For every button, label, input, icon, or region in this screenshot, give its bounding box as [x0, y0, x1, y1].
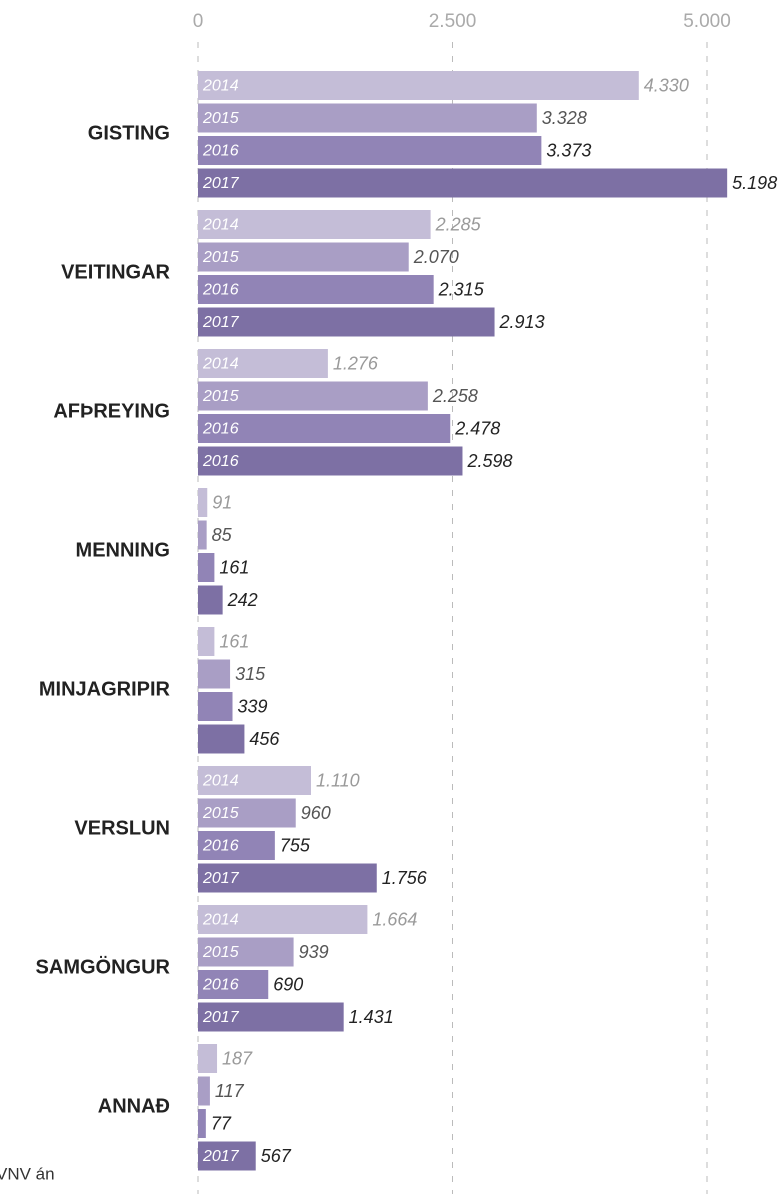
bar-label: 2014 — [202, 217, 239, 234]
bar-label: 2014 — [202, 356, 239, 373]
value-label: 3.328 — [542, 108, 587, 128]
bar-label: 2015 — [202, 249, 239, 266]
value-label: 2.315 — [438, 279, 485, 299]
bar — [198, 381, 428, 411]
bar — [198, 136, 542, 165]
value-label: 315 — [235, 664, 266, 684]
value-label: 1.664 — [372, 909, 417, 929]
bar — [198, 349, 328, 378]
value-label: 161 — [219, 557, 249, 577]
value-label: 117 — [215, 1081, 245, 1101]
value-label: 1.276 — [333, 353, 379, 373]
category-label: AFÞREYING — [53, 400, 170, 422]
value-label: 690 — [273, 974, 303, 994]
bar — [198, 414, 451, 443]
bar — [198, 831, 275, 860]
bar — [198, 242, 409, 272]
bar — [198, 168, 728, 198]
bar — [198, 71, 639, 100]
bar-label: 2015 — [202, 944, 239, 961]
value-label: 5.198 — [732, 173, 777, 193]
bar — [198, 585, 223, 615]
bar-label: 2014 — [202, 78, 239, 95]
bar — [198, 1044, 218, 1073]
value-label: 2.285 — [435, 214, 482, 234]
bar-label: 2017 — [202, 1009, 240, 1026]
bar-label: 2017 — [202, 175, 240, 192]
bar — [198, 905, 368, 934]
bar — [198, 627, 215, 656]
category-label: GISTING — [88, 122, 170, 144]
value-label: 567 — [261, 1146, 292, 1166]
bar-label: 2017 — [202, 314, 240, 331]
value-label: 1.756 — [382, 868, 428, 888]
bar-label: 2016 — [202, 977, 239, 994]
value-label: 939 — [299, 942, 329, 962]
bar-label: 2016 — [202, 143, 239, 160]
bar-label: 2017 — [202, 870, 240, 887]
value-label: 91 — [212, 492, 232, 512]
x-tick-label: 2.500 — [429, 11, 477, 32]
bar-label: 2017 — [202, 1148, 240, 1165]
bar-label: 2014 — [202, 912, 239, 929]
value-label: 1.431 — [349, 1007, 394, 1027]
value-label: 3.373 — [546, 140, 591, 160]
category-label: VEITINGAR — [61, 261, 170, 283]
x-tick-label: 0 — [193, 11, 204, 32]
value-label: 161 — [219, 631, 249, 651]
value-label: 456 — [249, 729, 280, 749]
x-tick-label: 5.000 — [683, 11, 731, 32]
bar — [198, 1141, 256, 1171]
value-label: 2.598 — [466, 451, 512, 471]
bar-label: 2015 — [202, 805, 239, 822]
bar — [198, 766, 311, 795]
source-note: VNV án — [0, 1164, 55, 1183]
value-label: 4.330 — [644, 75, 689, 95]
value-label: 2.070 — [413, 247, 459, 267]
bar — [198, 446, 463, 476]
category-label: VERSLUN — [74, 817, 170, 839]
value-label: 2.478 — [454, 418, 500, 438]
bar-label: 2016 — [202, 838, 239, 855]
bar — [198, 863, 377, 893]
bar-label: 2016 — [202, 453, 239, 470]
bar — [198, 210, 431, 239]
bar — [198, 1109, 206, 1138]
bar — [198, 307, 495, 337]
category-label: ANNAÐ — [98, 1095, 170, 1117]
bar — [198, 724, 245, 754]
value-label: 339 — [238, 696, 268, 716]
value-label: 2.258 — [432, 386, 478, 406]
bar-label: 2015 — [202, 388, 239, 405]
value-label: 1.110 — [316, 770, 360, 790]
value-label: 755 — [280, 835, 311, 855]
value-label: 2.913 — [499, 312, 545, 332]
bar — [198, 798, 296, 828]
bar-label: 2014 — [202, 773, 239, 790]
value-label: 77 — [211, 1113, 232, 1133]
bar — [198, 970, 269, 999]
bar — [198, 1002, 344, 1032]
bar — [198, 103, 537, 133]
value-label: 960 — [301, 803, 331, 823]
value-label: 85 — [212, 525, 233, 545]
bar — [198, 520, 207, 550]
bar — [198, 692, 233, 721]
bar-label: 2016 — [202, 282, 239, 299]
category-label: MINJAGRIPIR — [39, 678, 171, 700]
bar — [198, 1076, 210, 1106]
bar-label: 2015 — [202, 110, 239, 127]
category-label: SAMGÖNGUR — [36, 955, 171, 978]
bar — [198, 659, 231, 689]
category-label: MENNING — [76, 539, 170, 561]
bar-label: 2016 — [202, 421, 239, 438]
bar — [198, 275, 434, 304]
bar — [198, 488, 208, 517]
bar — [198, 553, 215, 582]
value-label: 187 — [222, 1048, 253, 1068]
bar — [198, 937, 294, 967]
value-label: 242 — [227, 590, 258, 610]
